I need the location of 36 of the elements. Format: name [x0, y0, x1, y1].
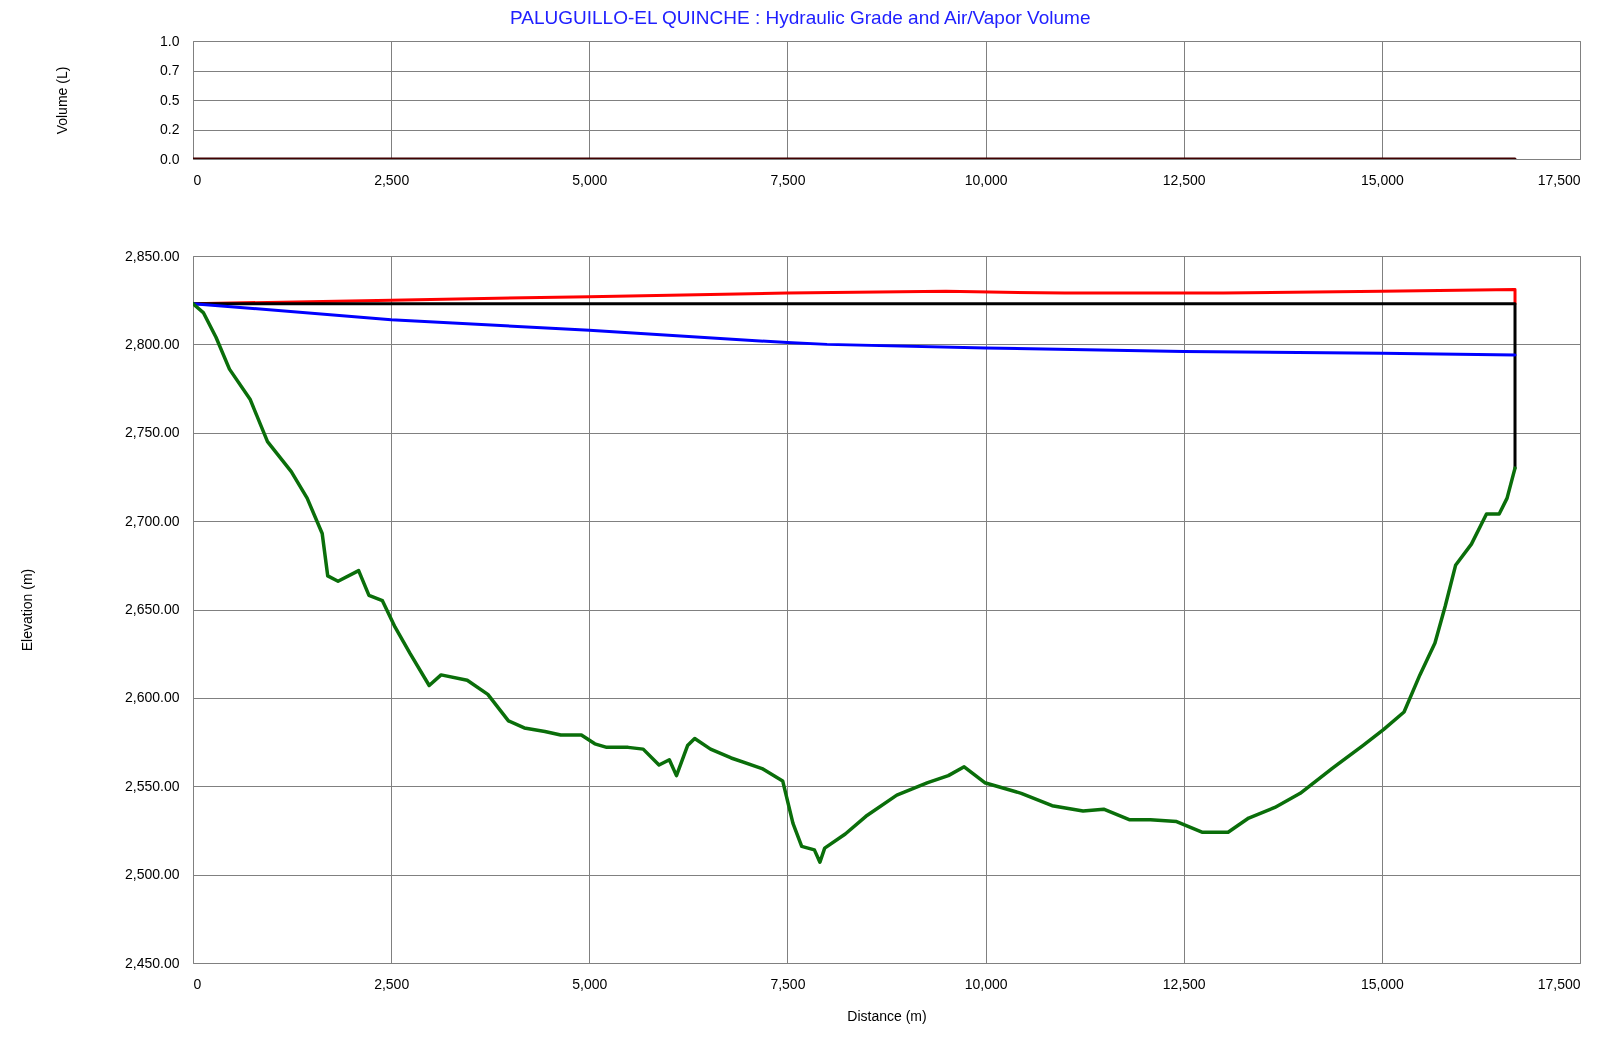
y-tick-label: 2,850.00	[125, 247, 180, 264]
y-tick-label: 2,500.00	[125, 866, 180, 883]
x-tick-label: 5,000	[572, 171, 608, 188]
y-tick-label: 2,700.00	[125, 512, 180, 529]
x-tick-label: 17,500	[1537, 975, 1581, 992]
y-tick-label: 2,750.00	[125, 424, 180, 441]
line-series	[193, 302, 1517, 357]
x-tick-label: 7,500	[770, 171, 806, 188]
x-tick-label: 12,500	[1162, 171, 1206, 188]
y-tick-label: 0.7	[160, 62, 180, 78]
x-tick-label: 2,500	[374, 171, 410, 188]
y-tick-label: 1.0	[160, 32, 180, 49]
x-tick-label: 2,500	[374, 975, 410, 992]
x-tick-label: 12,500	[1162, 975, 1206, 992]
y-tick-label: 2,550.00	[125, 777, 180, 794]
y-tick-label: 0.2	[160, 121, 180, 137]
y-tick-label: 2,650.00	[125, 601, 180, 617]
x-tick-label: 15,000	[1360, 171, 1404, 188]
x-tick-label: 0	[193, 171, 202, 188]
y-tick-label: 2,800.00	[125, 335, 180, 352]
y-tick-label: 0.5	[160, 91, 180, 108]
x-tick-label: 10,000	[964, 171, 1008, 188]
x-tick-label: 15,000	[1360, 975, 1404, 992]
x-tick-label: 0	[193, 975, 202, 992]
y-tick-label: 2,600.00	[125, 689, 180, 706]
chart-title: PALUGUILLO-EL QUINCHE : Hydraulic Grade and Air/Vapor Volume	[510, 6, 1091, 28]
y-tick-label: 2,450.00	[125, 954, 180, 971]
x-tick-label: 17,500	[1537, 171, 1581, 188]
x-tick-label: 5,000	[572, 975, 608, 992]
x-tick-label: 7,500	[770, 975, 806, 992]
y-axis-title: Elevation (m)	[19, 568, 35, 652]
x-axis-title: Distance (m)	[847, 1007, 927, 1024]
y-tick-label: 0.0	[160, 150, 180, 167]
line-series	[193, 301, 1517, 864]
y-axis-title: Volume (L)	[54, 66, 71, 135]
x-tick-label: 10,000	[964, 975, 1008, 992]
